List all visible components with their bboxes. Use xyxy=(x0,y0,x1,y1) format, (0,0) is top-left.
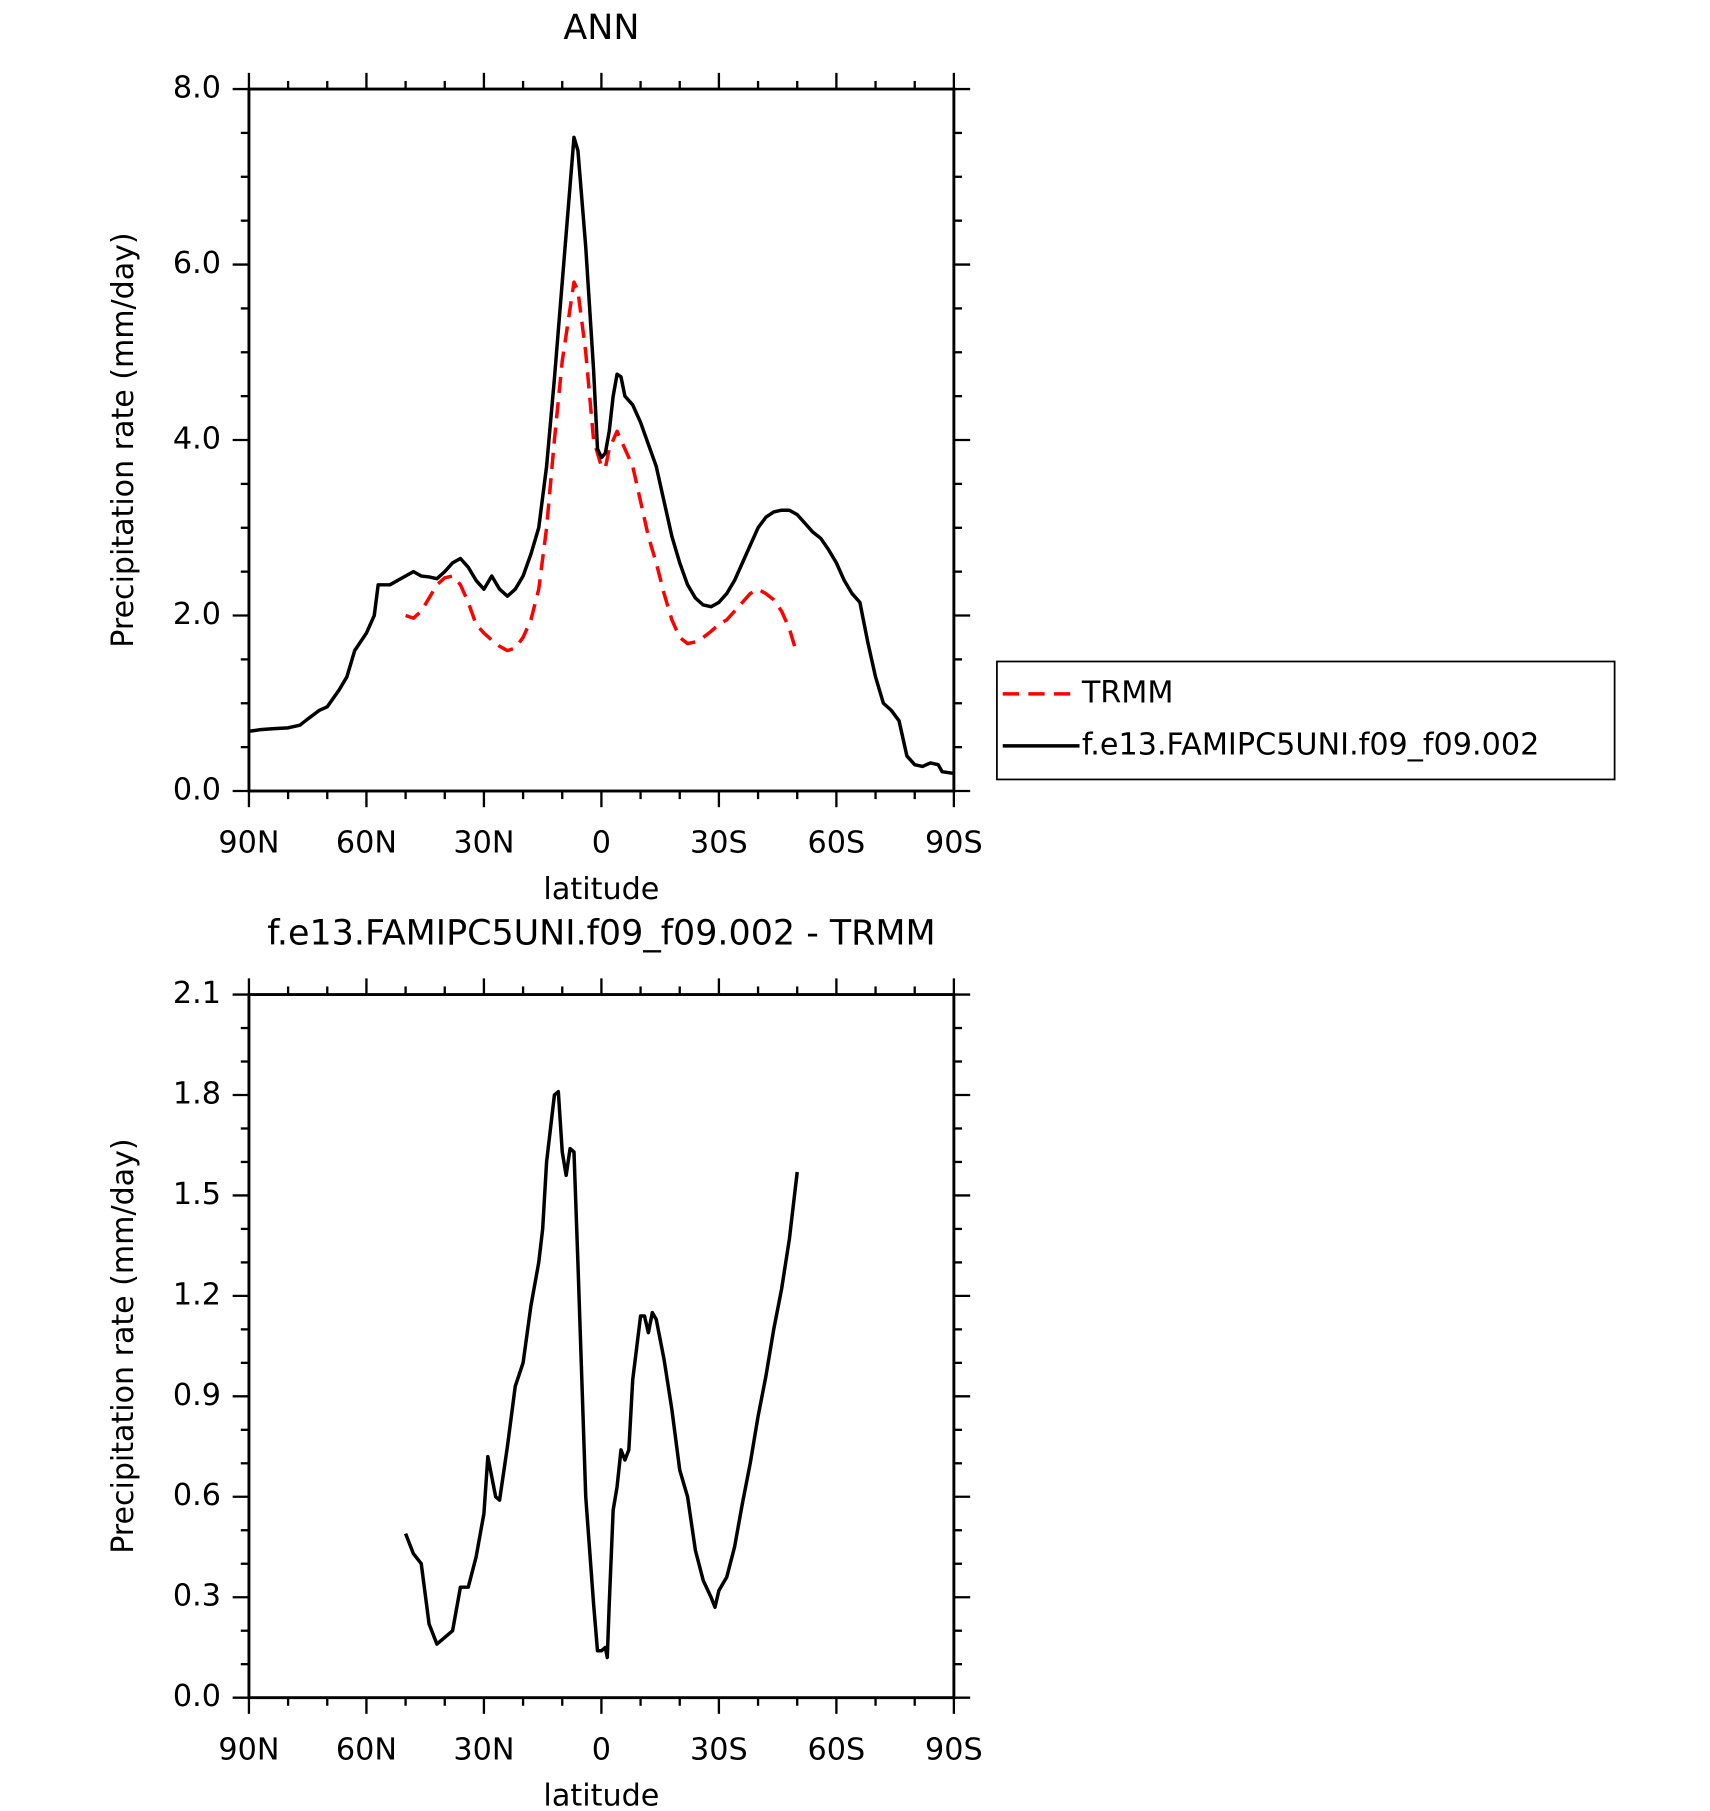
x-tick-label: 30S xyxy=(690,1732,748,1767)
x-axis-label: latitude xyxy=(543,1779,659,1811)
data-line xyxy=(403,1089,799,1660)
legend-label: TRMM xyxy=(1081,675,1174,710)
chart: f.e13.FAMIPC5UNI.f09_f09.002 - TRMM latit… xyxy=(106,913,983,1811)
plot-frame xyxy=(247,87,956,793)
y-tick-label: 6.0 xyxy=(173,246,221,281)
y-tick-label: 2.0 xyxy=(173,597,221,632)
x-tick-label: 30N xyxy=(453,826,514,861)
y-axis-label: Precipitation rate (mm/day) xyxy=(106,1138,141,1553)
y-tick-label: 1.5 xyxy=(173,1177,221,1212)
x-tick-label: 0 xyxy=(592,826,611,861)
y-tick-label: 0.0 xyxy=(173,1679,221,1714)
x-tick-label: 60S xyxy=(808,826,866,861)
y-tick-label: 1.8 xyxy=(173,1077,221,1112)
y-tick-label: 4.0 xyxy=(173,422,221,457)
plot-frame xyxy=(247,993,956,1700)
x-tick-label: 90S xyxy=(925,1732,983,1767)
legend-box xyxy=(996,660,1616,781)
x-tick-label: 90N xyxy=(218,1732,279,1767)
x-tick-label: 0 xyxy=(592,1732,611,1767)
y-tick-label: 8.0 xyxy=(173,71,221,106)
y-tick-label: 0.6 xyxy=(173,1478,221,1513)
y-tick-label: 0.0 xyxy=(173,773,221,808)
y-tick-label: 2.1 xyxy=(173,976,221,1011)
data-line xyxy=(248,135,955,776)
legend-label: f.e13.FAMIPC5UNI.f09_f09.002 xyxy=(1082,727,1539,762)
x-tick-label: 90S xyxy=(925,826,983,861)
x-tick-label: 30N xyxy=(453,1732,514,1767)
y-tick-label: 0.9 xyxy=(173,1378,221,1413)
x-tick-label: 90N xyxy=(218,826,279,861)
y-tick-label: 0.3 xyxy=(173,1579,221,1614)
x-tick-label: 60N xyxy=(336,1732,397,1767)
data-line xyxy=(405,280,799,656)
y-tick-label: 1.2 xyxy=(173,1277,221,1312)
y-axis-label: Precipitation rate (mm/day) xyxy=(106,232,141,647)
chart-title: f.e13.FAMIPC5UNI.f09_f09.002 - TRMM xyxy=(267,913,935,953)
x-axis-label: latitude xyxy=(543,872,659,907)
x-tick-label: 60S xyxy=(808,1732,866,1767)
x-tick-label: 60N xyxy=(336,826,397,861)
chart: ANN latitude Precipitation rate (mm/day) 90… xyxy=(106,8,1616,907)
x-tick-label: 30S xyxy=(690,826,748,861)
chart-title: ANN xyxy=(563,8,639,48)
